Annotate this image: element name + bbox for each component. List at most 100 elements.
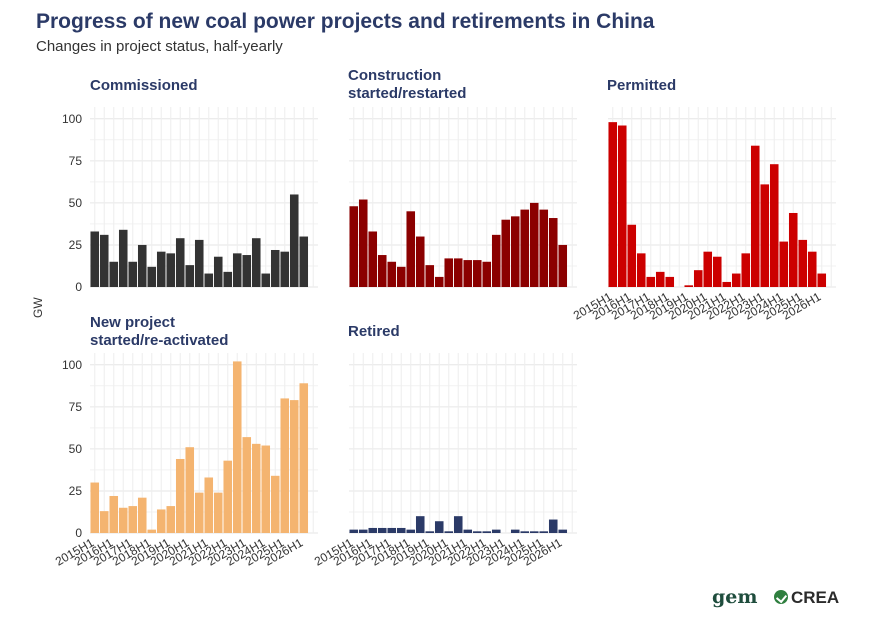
bar <box>349 206 359 287</box>
bar <box>779 241 789 287</box>
bar <box>242 255 252 287</box>
bar <box>482 261 492 287</box>
bar <box>425 265 435 287</box>
bar <box>185 447 195 533</box>
bar <box>223 460 233 533</box>
y-tick-label: 100 <box>62 112 82 126</box>
bar <box>548 519 558 533</box>
bar <box>463 260 473 287</box>
panel-2: Permitted2015H12016H12017H12018H12019H12… <box>571 77 836 323</box>
bar <box>529 202 539 287</box>
bar <box>147 266 157 287</box>
bar <box>741 253 751 287</box>
y-tick-label: 25 <box>69 484 83 498</box>
bar <box>760 184 770 287</box>
bar <box>166 253 176 287</box>
bar <box>501 219 511 287</box>
bar <box>434 521 444 533</box>
bar <box>627 224 637 287</box>
y-tick-label: 0 <box>75 280 82 294</box>
bar <box>99 234 109 287</box>
bar <box>817 273 827 287</box>
bar <box>636 253 646 287</box>
bar <box>396 266 406 287</box>
logos: gem CREA <box>712 586 852 610</box>
bar <box>444 258 454 287</box>
bar <box>510 216 520 287</box>
bar <box>194 492 204 533</box>
bar <box>128 506 138 533</box>
bar <box>156 251 166 287</box>
bar <box>204 477 214 533</box>
crea-check-icon <box>774 590 788 604</box>
bar <box>558 529 568 533</box>
bar <box>472 260 482 287</box>
bar <box>646 276 656 287</box>
bar <box>232 361 242 533</box>
bar <box>539 209 549 287</box>
bar <box>349 529 359 533</box>
bar <box>703 251 713 287</box>
bar <box>444 531 454 533</box>
bar <box>289 400 299 533</box>
bar <box>798 239 808 287</box>
bar <box>175 238 185 287</box>
bar <box>289 194 299 287</box>
bar <box>377 527 387 533</box>
bar <box>261 273 271 287</box>
bar <box>387 261 397 287</box>
bar <box>213 492 223 533</box>
bar <box>558 244 568 287</box>
bar <box>251 238 261 287</box>
bar <box>608 122 618 287</box>
bar <box>358 529 368 533</box>
bar <box>722 281 732 287</box>
bar <box>299 236 309 287</box>
bar <box>147 529 157 533</box>
bar <box>270 249 280 287</box>
bar <box>242 437 252 533</box>
bar <box>693 270 703 287</box>
facet-title: New project <box>90 314 175 331</box>
bar <box>482 531 492 533</box>
bar <box>90 482 100 533</box>
bar <box>99 511 109 533</box>
bar <box>128 261 138 287</box>
y-tick-label: 50 <box>69 196 83 210</box>
crea-logo: CREA <box>774 588 839 608</box>
bar <box>415 516 425 533</box>
bar <box>137 497 147 533</box>
x-tick-label: 2026H1 <box>780 289 824 322</box>
y-tick-label: 75 <box>69 154 83 168</box>
y-tick-label: 50 <box>69 442 83 456</box>
bar <box>377 255 387 287</box>
bar <box>368 231 378 287</box>
bar <box>118 507 128 533</box>
bar <box>807 251 817 287</box>
bar <box>750 145 760 287</box>
bar <box>617 125 627 287</box>
bar <box>415 236 425 287</box>
bar <box>434 276 444 287</box>
bar <box>156 509 166 533</box>
bar <box>665 276 675 287</box>
bar <box>204 273 214 287</box>
bar <box>90 231 100 287</box>
bar <box>280 398 290 533</box>
bar <box>731 273 741 287</box>
y-tick-label: 100 <box>62 358 82 372</box>
gem-logo: gem <box>712 586 758 608</box>
bar <box>261 445 271 533</box>
bar <box>491 529 501 533</box>
bar <box>406 529 416 533</box>
crea-logo-text: CREA <box>791 588 840 607</box>
bar <box>548 218 558 287</box>
facet-title: Permitted <box>607 77 676 94</box>
bar <box>769 164 779 287</box>
bar <box>137 244 147 287</box>
bar <box>425 531 435 533</box>
bar <box>406 211 416 287</box>
y-tick-label: 0 <box>75 526 82 540</box>
bar <box>280 251 290 287</box>
